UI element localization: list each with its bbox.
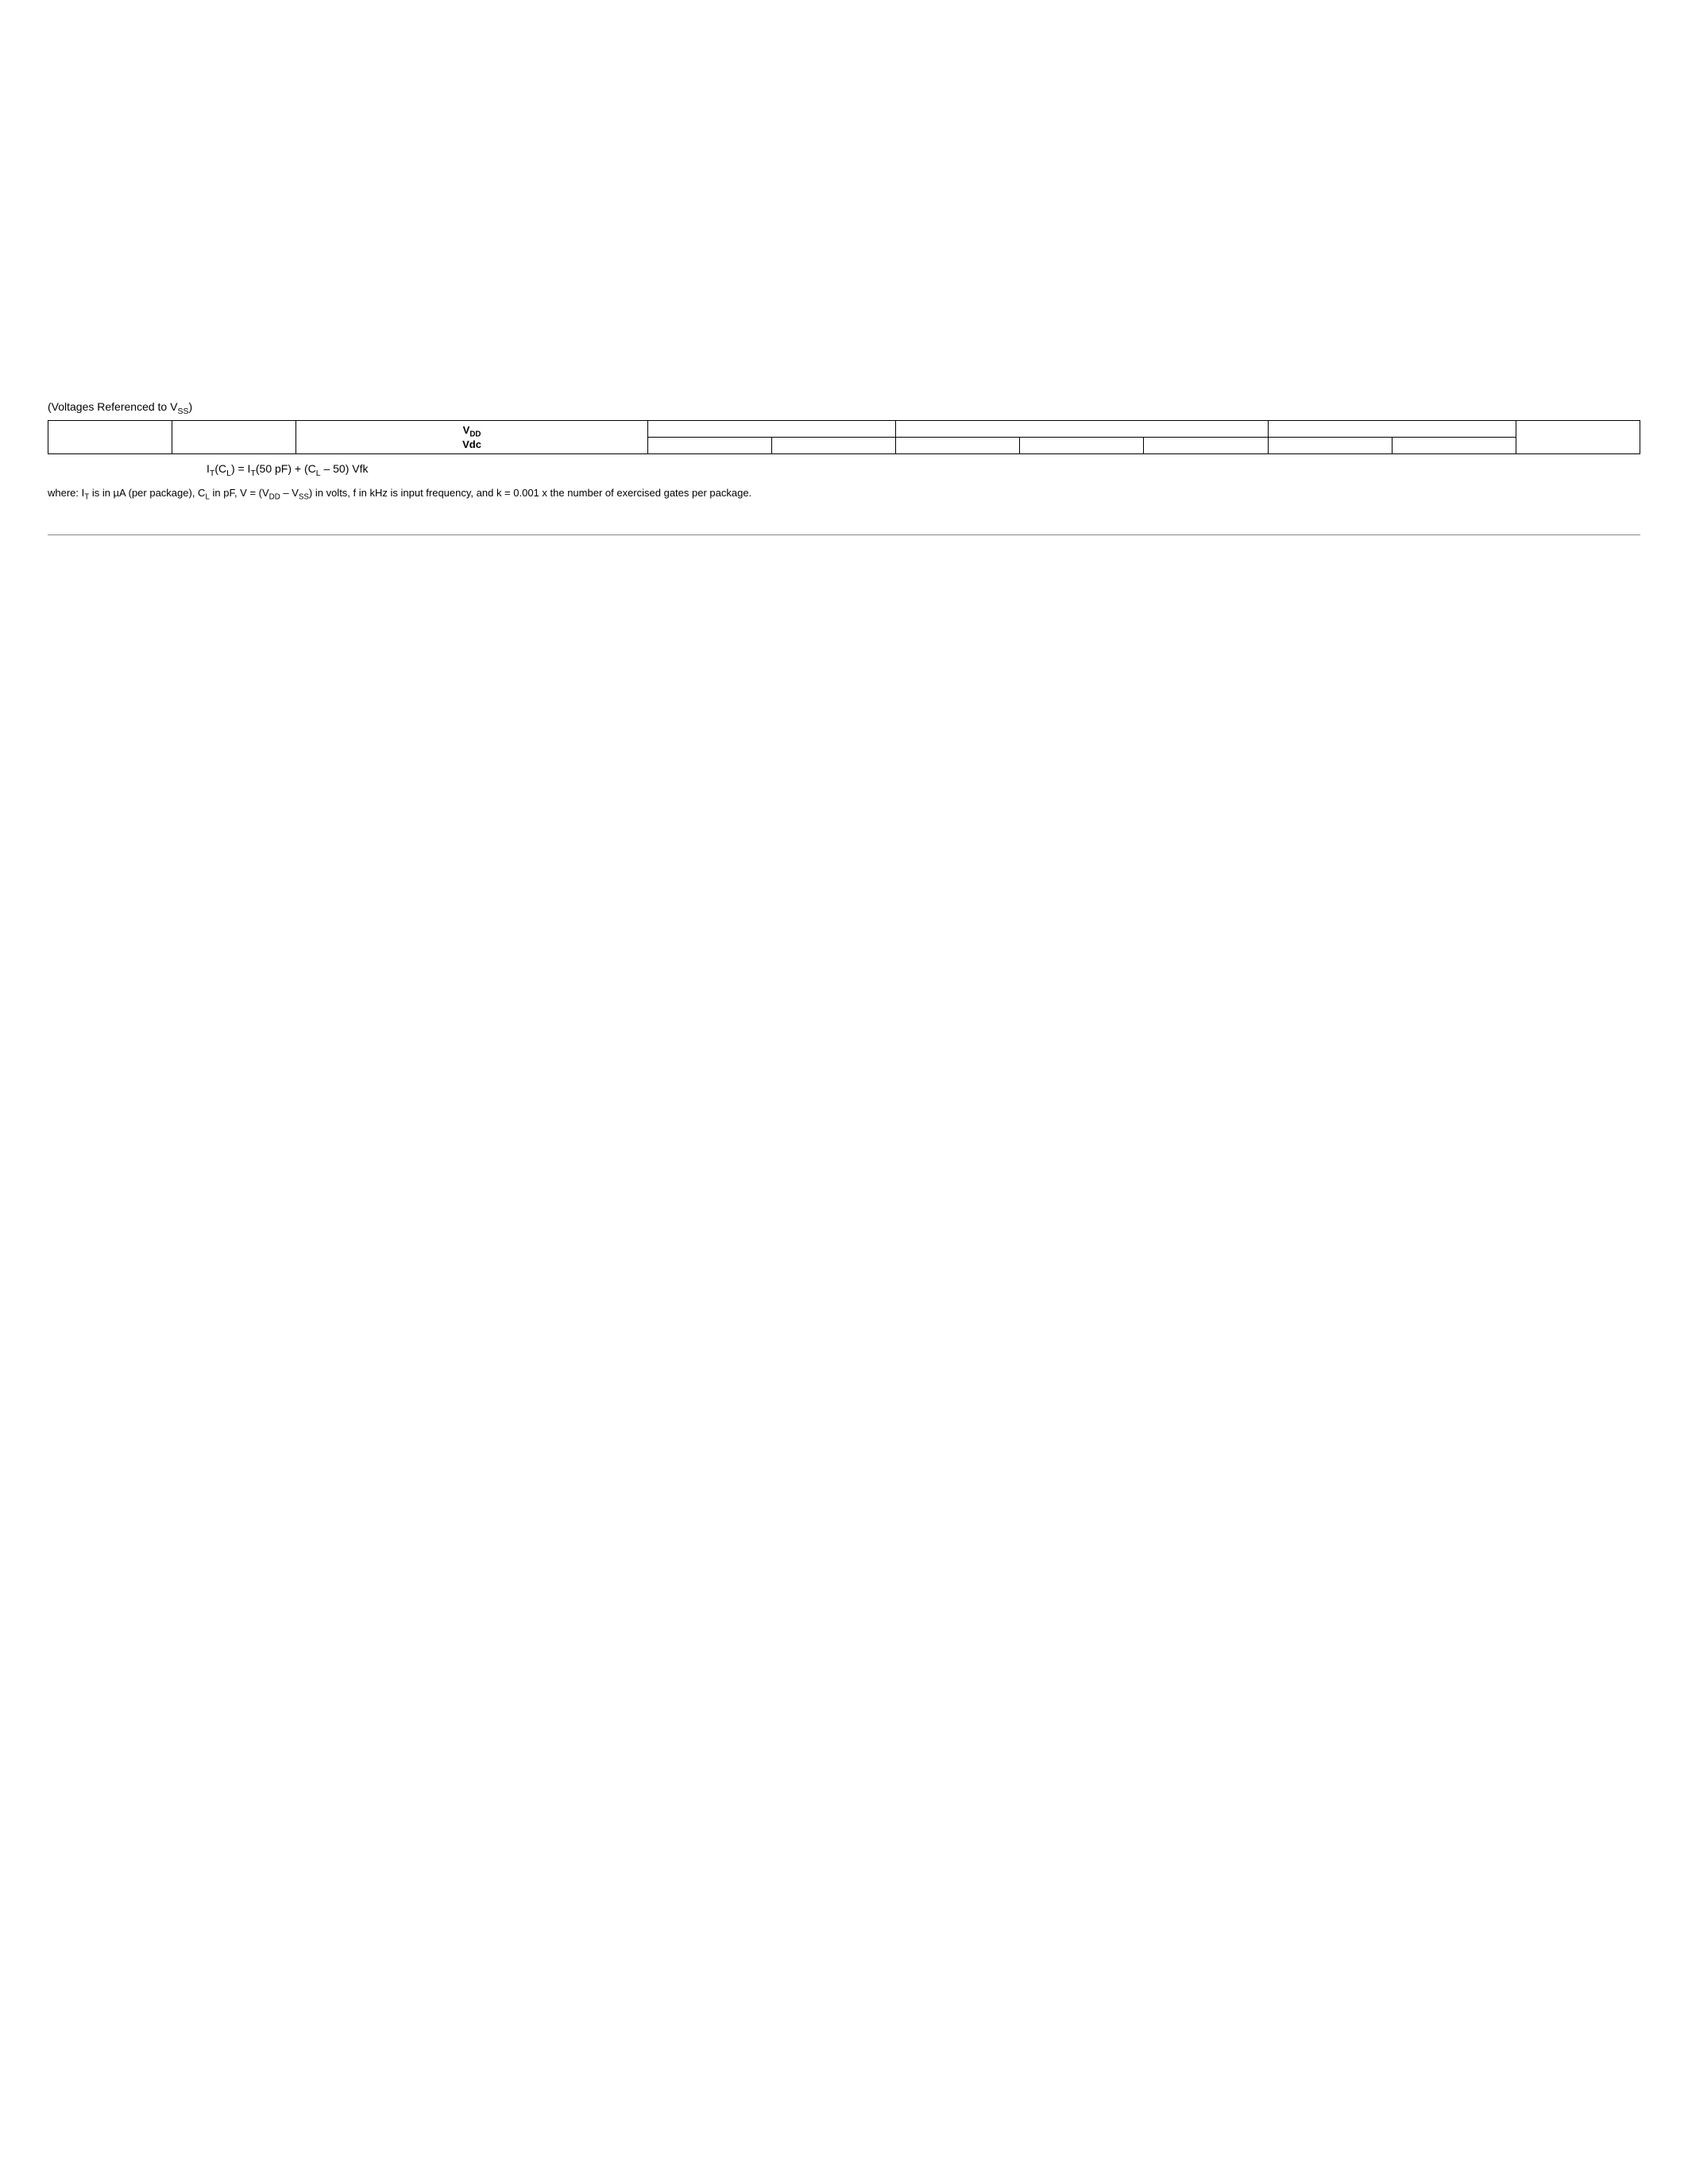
logic-diagram — [928, 104, 1198, 361]
where-note: where: IT is in µA (per package), CL in … — [48, 486, 1640, 503]
th-t3 — [1268, 420, 1516, 437]
th-vdd: VDDVdc — [296, 420, 648, 454]
characteristics-table: VDDVdc — [48, 420, 1640, 455]
th-t1 — [647, 420, 895, 437]
th-max — [1392, 437, 1516, 453]
th-char — [48, 420, 172, 454]
th-typ — [1020, 437, 1144, 453]
section-sub: (Voltages Referenced to VSS) — [48, 400, 192, 413]
th-min — [647, 437, 771, 453]
th-max — [1144, 437, 1268, 453]
th-t2 — [896, 420, 1268, 437]
th-min — [896, 437, 1020, 453]
th-sym — [172, 420, 296, 454]
diagram-row — [48, 104, 1640, 361]
subtitle — [48, 64, 1640, 80]
formula: IT(CL) = IT(50 pF) + (CL – 50) Vfk — [207, 462, 1640, 478]
section-heading: (Voltages Referenced to VSS) — [48, 400, 1640, 416]
th-max — [771, 437, 895, 453]
th-unit — [1516, 420, 1640, 454]
th-min — [1268, 437, 1392, 453]
pinout-diagram — [491, 104, 737, 361]
footer-divider — [48, 534, 1640, 535]
